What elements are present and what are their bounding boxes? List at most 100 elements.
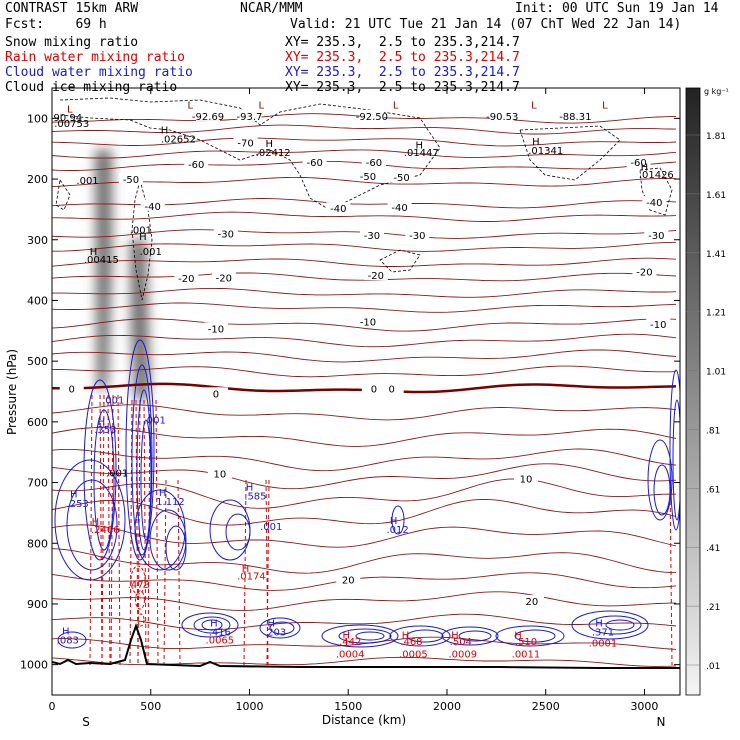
y-tick-label: 700	[27, 477, 48, 490]
temperature-contour-line	[52, 137, 677, 147]
rain-water-contour	[101, 394, 105, 666]
cloud-ice-contour	[55, 178, 71, 211]
extremum-label: .468	[400, 637, 422, 648]
rain-water-contour	[266, 479, 270, 666]
rain-water-contour	[135, 399, 139, 666]
temperature-contour-line	[52, 548, 677, 574]
colorbar-label: .81	[706, 426, 720, 436]
extremum-label: .0009	[448, 649, 477, 660]
y-tick-label: 900	[27, 598, 48, 611]
plot-area: -92.69 -93.7 -92.50 -90.53 -88.31 -70 -60 -60 -6…	[52, 97, 680, 669]
y-axis-label: Pressure (hPa)	[5, 349, 19, 435]
temperature-label: -20	[368, 271, 384, 282]
y-tick-label: 100	[27, 112, 48, 125]
extremum-label: .001	[140, 247, 162, 258]
cloud-water-contour	[83, 379, 117, 561]
extremum-label: H	[62, 626, 70, 637]
temperature-contours	[52, 113, 677, 667]
temperature-contour-line	[52, 478, 677, 509]
colorbar-label: 1.01	[706, 368, 726, 378]
temperature-label-bg	[379, 382, 404, 394]
temperature-label: -30	[409, 231, 425, 242]
temperature-label-bg	[405, 228, 430, 240]
rain-water-contour	[143, 399, 147, 666]
extremum-label: H	[514, 631, 522, 642]
x-tick-label: 500	[140, 700, 161, 713]
temperature-contour-line	[52, 524, 677, 548]
temperature-label: 20	[342, 576, 355, 587]
temperature-label-bg	[361, 382, 386, 394]
extremum-label: .001	[106, 468, 128, 479]
temperature-label: -30	[648, 231, 664, 242]
temperature-label-bg	[642, 196, 667, 208]
temperature-label: -40	[391, 203, 407, 214]
temperature-contour-line	[52, 365, 677, 378]
extremum-label: .01426	[639, 170, 674, 181]
temperature-contour-line	[52, 318, 677, 332]
cloud-water-contour	[389, 625, 451, 647]
extremum-label: H	[210, 618, 218, 629]
cloud-water-contour	[338, 628, 392, 644]
cloud-water-contour	[209, 499, 251, 561]
temperature-label-bg	[359, 109, 384, 121]
temperature-label: -20	[636, 267, 652, 278]
field-snow-name: Snow mixing ratio	[5, 35, 139, 50]
extremum-label: .442	[339, 637, 361, 648]
temperature-label-bg	[196, 109, 221, 121]
cloud-water-contour	[406, 629, 444, 643]
cloud-ice-contour	[519, 125, 621, 181]
extremum-label: L	[187, 101, 193, 112]
x-tick-label: 1000	[235, 700, 263, 713]
y-tick-label: 200	[27, 173, 48, 186]
extremum-label: H	[92, 517, 100, 528]
colorbar-label: .61	[706, 485, 720, 495]
y-tick-label: 1000	[20, 659, 48, 672]
colorbar	[685, 87, 701, 696]
extremum-label: .0005	[399, 649, 428, 660]
rain-water-contour	[669, 479, 673, 666]
cloud-water-contour	[441, 626, 499, 646]
extremum-label: L	[393, 101, 399, 112]
extremum-label: H	[70, 490, 78, 501]
extremum-label: .012	[386, 525, 408, 536]
temperature-contour-line	[52, 636, 677, 650]
temperature-label: 20	[526, 597, 539, 608]
extremum-label: .0065	[206, 635, 235, 646]
temperature-label: -10	[208, 324, 224, 335]
extremum-label: L	[67, 104, 73, 115]
temperature-contour-line	[52, 302, 677, 313]
field-rain-xy: XY= 235.3, 2.5 to 235.3,214.7	[285, 50, 520, 65]
extremum-label: H	[139, 232, 147, 243]
cloud-water-contour	[193, 616, 231, 634]
cloud-water-contour	[321, 624, 399, 648]
north-label: N	[657, 715, 666, 729]
temperature-label-bg	[213, 227, 238, 239]
temperature-contour-line	[52, 427, 677, 447]
colorbar-label: 1.21	[706, 309, 726, 319]
x-tick-label: 2000	[433, 700, 461, 713]
temperature-label-bg	[387, 200, 412, 212]
extremum-label: .510	[515, 637, 537, 648]
temperature-label-bg	[237, 109, 262, 121]
extremum-label: H	[402, 631, 410, 642]
extremum-label: .001	[102, 396, 124, 407]
rain-water-contour	[155, 399, 159, 666]
temperature-label: 0	[388, 384, 394, 395]
extremum-label: H	[595, 618, 603, 629]
cloud-water-contour	[458, 630, 492, 642]
colorbar-label: 1.61	[706, 191, 726, 201]
temperature-contour-line	[52, 591, 676, 611]
extremum-label: H	[416, 141, 424, 152]
extremum-label: .585	[244, 492, 266, 503]
extremum-label: .00415	[84, 255, 119, 266]
extremum-label: .00753	[54, 119, 89, 130]
temperature-label-bg	[389, 171, 414, 183]
extremum-label: .01341	[528, 146, 563, 157]
extremum-label: H	[98, 417, 106, 428]
temperature-label-bg	[646, 318, 671, 330]
extremum-label: H	[267, 618, 275, 629]
temperature-label-bg	[184, 157, 209, 169]
temperature-label: -93.7	[237, 112, 263, 123]
y-tick-label: 800	[27, 537, 48, 550]
